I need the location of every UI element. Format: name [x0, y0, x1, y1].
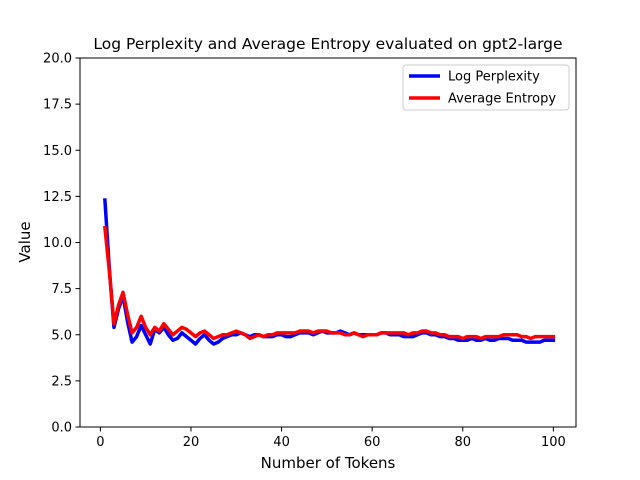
x-tick-label: 20: [183, 435, 200, 450]
x-tick-label: 80: [454, 435, 471, 450]
x-tick-label: 100: [541, 435, 566, 450]
legend-label: Log Perplexity: [448, 70, 540, 85]
series-line-average-entropy: [102, 225, 556, 341]
legend: Log Perplexity Average Entropy: [402, 64, 570, 111]
x-tick-label: 40: [273, 435, 290, 450]
y-tick-label: 12.5: [43, 190, 72, 205]
y-tick-label: 0.0: [51, 421, 72, 436]
y-tick-label: 2.5: [51, 374, 72, 389]
axes-layer: 0 20 40 60 80 100 0.0 2.5 5.0 7.5 10.0 12.5 15.0 17.5…: [43, 52, 577, 450]
y-tick-label: 17.5: [43, 98, 72, 113]
legend-label: Average Entropy: [448, 92, 556, 107]
series-layer: [102, 198, 556, 346]
y-tick-label: 5.0: [51, 328, 72, 343]
x-tick-label: 60: [364, 435, 381, 450]
y-tick-label: 7.5: [51, 282, 72, 297]
y-tick-label: 10.0: [43, 236, 72, 251]
y-tick-label: 20.0: [43, 52, 72, 67]
chart-title: Log Perplexity and Average Entropy evalu…: [93, 35, 562, 53]
x-tick-label: 0: [96, 435, 104, 450]
y-tick-label: 15.0: [43, 144, 72, 159]
x-axis-title: Number of Tokens: [261, 454, 396, 472]
legend-box: [402, 64, 570, 111]
y-axis-title: Value: [16, 221, 34, 262]
